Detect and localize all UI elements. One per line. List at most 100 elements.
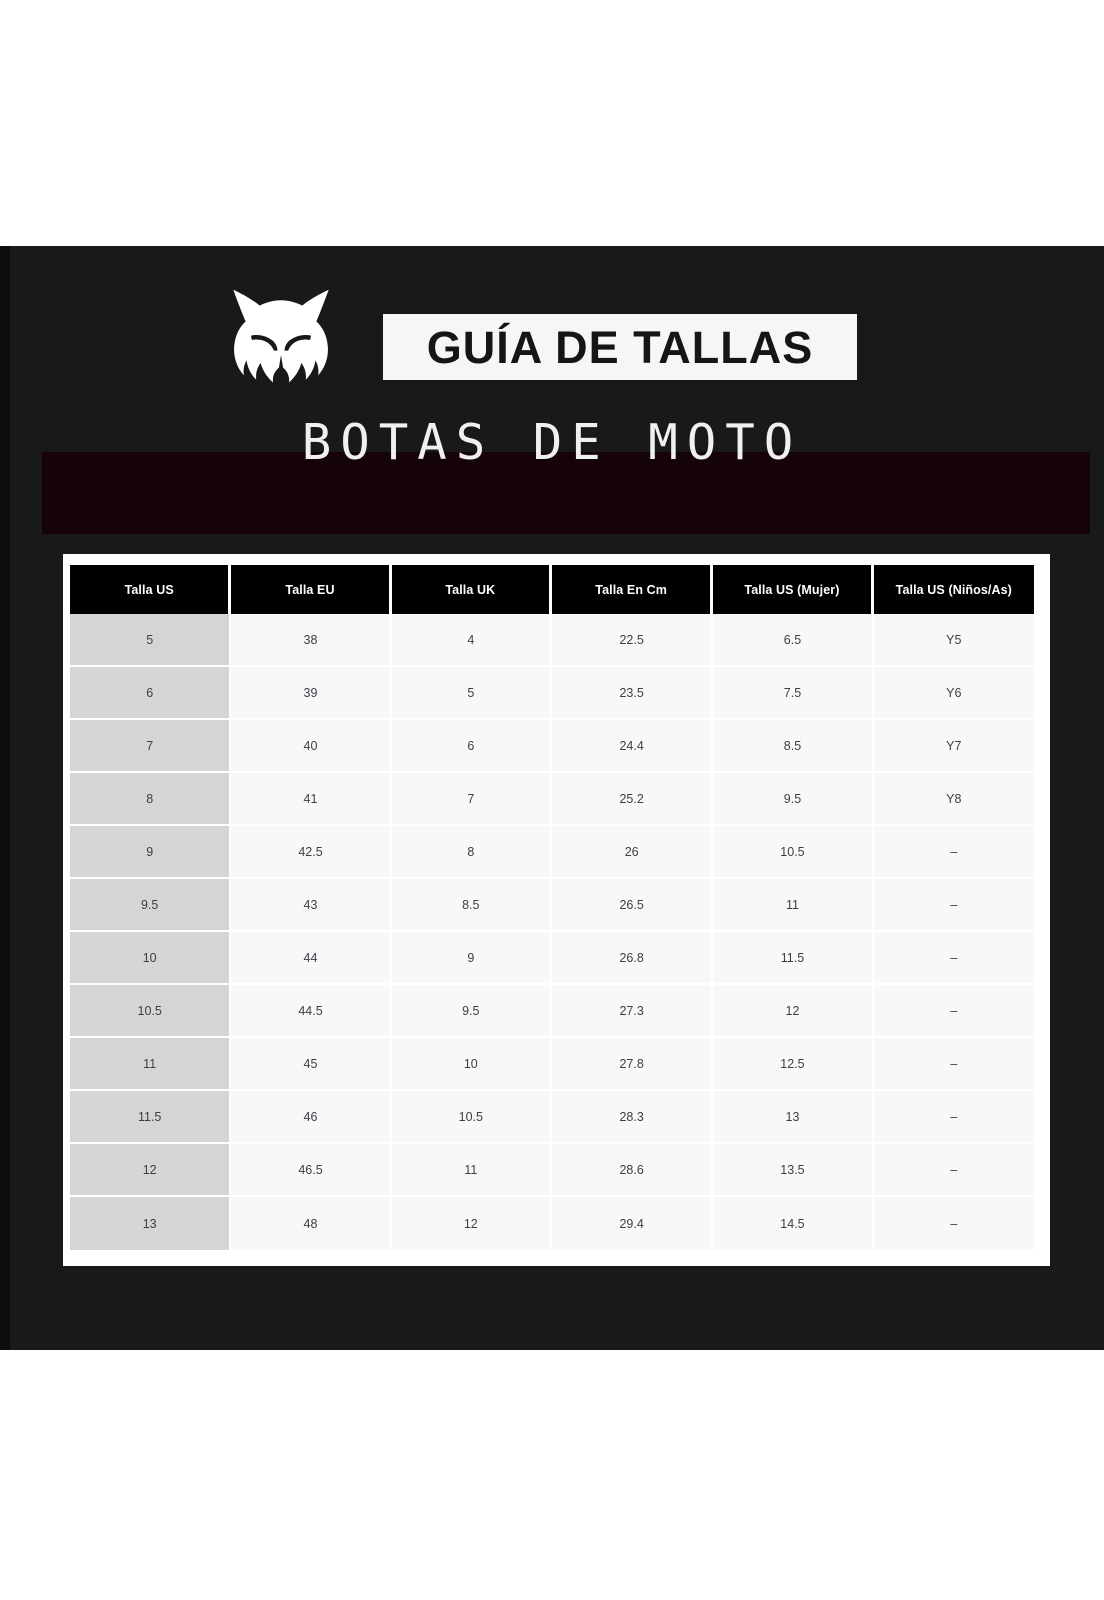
cell-talla-ninos: –: [873, 932, 1034, 985]
cell-talla-mujer: 10.5: [713, 826, 874, 879]
cell-talla-eu: 44: [231, 932, 392, 985]
cell-talla-mujer: 8.5: [713, 720, 874, 773]
cell-talla-cm: 26: [551, 826, 714, 879]
cell-talla-uk: 8: [391, 826, 552, 879]
subtitle-banner: [42, 452, 1090, 534]
table-row: 6 39 5 23.5 7.5 Y6: [70, 667, 1034, 720]
cell-talla-cm: 24.4: [551, 720, 714, 773]
table-row: 9.5 43 8.5 26.5 11 –: [70, 879, 1034, 932]
cell-talla-eu: 39: [231, 667, 392, 720]
table-row: 10 44 9 26.8 11.5 –: [70, 932, 1034, 985]
cell-talla-ninos: –: [873, 879, 1034, 932]
size-guide-poster: GUÍA DE TALLAS BOTAS DE MOTO Talla US Ta…: [0, 246, 1104, 1350]
poster-header: GUÍA DE TALLAS: [0, 286, 1104, 416]
cell-talla-us: 9.5: [70, 879, 232, 932]
cell-talla-ninos: –: [873, 1038, 1034, 1091]
poster-left-edge: [0, 246, 10, 1350]
cell-talla-cm: 28.6: [551, 1144, 714, 1197]
cell-talla-cm: 28.3: [551, 1091, 714, 1144]
cell-talla-ninos: Y8: [873, 773, 1034, 826]
cell-talla-us: 11.5: [70, 1091, 232, 1144]
column-header-talla-us: Talla US: [70, 565, 232, 614]
table-row: 13 48 12 29.4 14.5 –: [70, 1197, 1034, 1250]
cell-talla-uk: 7: [391, 773, 552, 826]
cell-talla-mujer: 11: [713, 879, 874, 932]
table-row: 9 42.5 8 26 10.5 –: [70, 826, 1034, 879]
cell-talla-uk: 4: [391, 614, 552, 667]
cell-talla-uk: 9.5: [391, 985, 552, 1038]
table-header-row: Talla US Talla EU Talla UK Talla En Cm T…: [70, 565, 1034, 614]
cell-talla-cm: 22.5: [551, 614, 714, 667]
size-chart-table: Talla US Talla EU Talla UK Talla En Cm T…: [70, 565, 1034, 1250]
cell-talla-ninos: –: [873, 985, 1034, 1038]
cell-talla-uk: 10.5: [391, 1091, 552, 1144]
table-row: 8 41 7 25.2 9.5 Y8: [70, 773, 1034, 826]
cell-talla-mujer: 12.5: [713, 1038, 874, 1091]
cell-talla-ninos: Y5: [873, 614, 1034, 667]
table-row: 12 46.5 11 28.6 13.5 –: [70, 1144, 1034, 1197]
cell-talla-ninos: –: [873, 1197, 1034, 1250]
cell-talla-ninos: –: [873, 1091, 1034, 1144]
cell-talla-eu: 41: [231, 773, 392, 826]
table-row: 11 45 10 27.8 12.5 –: [70, 1038, 1034, 1091]
guide-title-box: GUÍA DE TALLAS: [383, 314, 857, 380]
cell-talla-ninos: Y7: [873, 720, 1034, 773]
column-header-talla-en-cm: Talla En Cm: [551, 565, 714, 614]
cell-talla-cm: 26.8: [551, 932, 714, 985]
subtitle-label: BOTAS DE MOTO: [301, 414, 803, 471]
cell-talla-cm: 23.5: [551, 667, 714, 720]
cell-talla-us: 6: [70, 667, 232, 720]
fox-head-logo-icon: [228, 286, 334, 410]
cell-talla-mujer: 11.5: [713, 932, 874, 985]
cell-talla-ninos: Y6: [873, 667, 1034, 720]
cell-talla-eu: 44.5: [231, 985, 392, 1038]
table-row: 10.5 44.5 9.5 27.3 12 –: [70, 985, 1034, 1038]
cell-talla-uk: 8.5: [391, 879, 552, 932]
cell-talla-eu: 46.5: [231, 1144, 392, 1197]
cell-talla-uk: 6: [391, 720, 552, 773]
column-header-talla-us-ninos: Talla US (Niños/As): [873, 565, 1034, 614]
cell-talla-uk: 12: [391, 1197, 552, 1250]
cell-talla-eu: 42.5: [231, 826, 392, 879]
table-row: 7 40 6 24.4 8.5 Y7: [70, 720, 1034, 773]
cell-talla-us: 11: [70, 1038, 232, 1091]
cell-talla-uk: 5: [391, 667, 552, 720]
cell-talla-uk: 9: [391, 932, 552, 985]
cell-talla-uk: 10: [391, 1038, 552, 1091]
cell-talla-eu: 48: [231, 1197, 392, 1250]
cell-talla-us: 5: [70, 614, 232, 667]
cell-talla-mujer: 12: [713, 985, 874, 1038]
cell-talla-mujer: 7.5: [713, 667, 874, 720]
table-row: 11.5 46 10.5 28.3 13 –: [70, 1091, 1034, 1144]
cell-talla-eu: 38: [231, 614, 392, 667]
cell-talla-cm: 27.3: [551, 985, 714, 1038]
cell-talla-ninos: –: [873, 826, 1034, 879]
cell-talla-eu: 40: [231, 720, 392, 773]
column-header-talla-eu: Talla EU: [231, 565, 392, 614]
cell-talla-eu: 45: [231, 1038, 392, 1091]
page-title: GUÍA DE TALLAS: [426, 321, 814, 373]
cell-talla-us: 10.5: [70, 985, 232, 1038]
cell-talla-cm: 27.8: [551, 1038, 714, 1091]
cell-talla-mujer: 9.5: [713, 773, 874, 826]
cell-talla-cm: 25.2: [551, 773, 714, 826]
cell-talla-mujer: 13: [713, 1091, 874, 1144]
cell-talla-mujer: 13.5: [713, 1144, 874, 1197]
size-table-card: Talla US Talla EU Talla UK Talla En Cm T…: [63, 554, 1050, 1266]
cell-talla-us: 13: [70, 1197, 232, 1250]
cell-talla-cm: 29.4: [551, 1197, 714, 1250]
cell-talla-mujer: 6.5: [713, 614, 874, 667]
cell-talla-us: 8: [70, 773, 232, 826]
cell-talla-cm: 26.5: [551, 879, 714, 932]
cell-talla-us: 10: [70, 932, 232, 985]
cell-talla-us: 9: [70, 826, 232, 879]
cell-talla-mujer: 14.5: [713, 1197, 874, 1250]
table-row: 5 38 4 22.5 6.5 Y5: [70, 614, 1034, 667]
column-header-talla-us-mujer: Talla US (Mujer): [713, 565, 874, 614]
cell-talla-eu: 43: [231, 879, 392, 932]
cell-talla-eu: 46: [231, 1091, 392, 1144]
column-header-talla-uk: Talla UK: [391, 565, 552, 614]
cell-talla-uk: 11: [391, 1144, 552, 1197]
cell-talla-ninos: –: [873, 1144, 1034, 1197]
